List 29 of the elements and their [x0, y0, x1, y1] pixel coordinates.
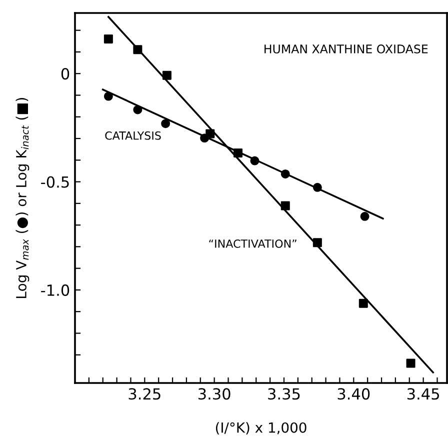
- x-tick-label: 3.30: [198, 388, 230, 400]
- y-axis-title: Log V$_{max}$ (●) or Log K$_{inact}$ (■): [16, 98, 30, 298]
- point: [358, 298, 368, 308]
- x-axis-title: (I/°K) x 1,000: [216, 422, 306, 434]
- x-tick-label: 3.35: [268, 388, 300, 400]
- point: [312, 182, 322, 192]
- point: [234, 148, 243, 158]
- point: [280, 201, 290, 210]
- point: [206, 129, 215, 138]
- point: [104, 92, 113, 101]
- point: [406, 358, 416, 368]
- point: [104, 34, 113, 44]
- x-tick-label: 3.40: [338, 388, 370, 400]
- annotation: CATALYSIS: [105, 131, 161, 140]
- point: [162, 70, 172, 80]
- y-tick-label: -1.0: [41, 284, 70, 296]
- y-tick-label: -0.5: [41, 176, 69, 188]
- annotation: “INACTIVATION”: [209, 239, 296, 248]
- x-tick-label: 3.25: [128, 388, 160, 400]
- y-tick-label: 0: [61, 68, 70, 80]
- point: [161, 119, 170, 128]
- point: [280, 169, 290, 178]
- x-tick-label: 3.45: [407, 388, 439, 400]
- point: [312, 238, 322, 248]
- point: [133, 45, 142, 54]
- point: [250, 156, 260, 166]
- text: HUMAN XANTHINE OXIDASE: [264, 44, 428, 54]
- point: [360, 212, 370, 221]
- point: [133, 105, 142, 114]
